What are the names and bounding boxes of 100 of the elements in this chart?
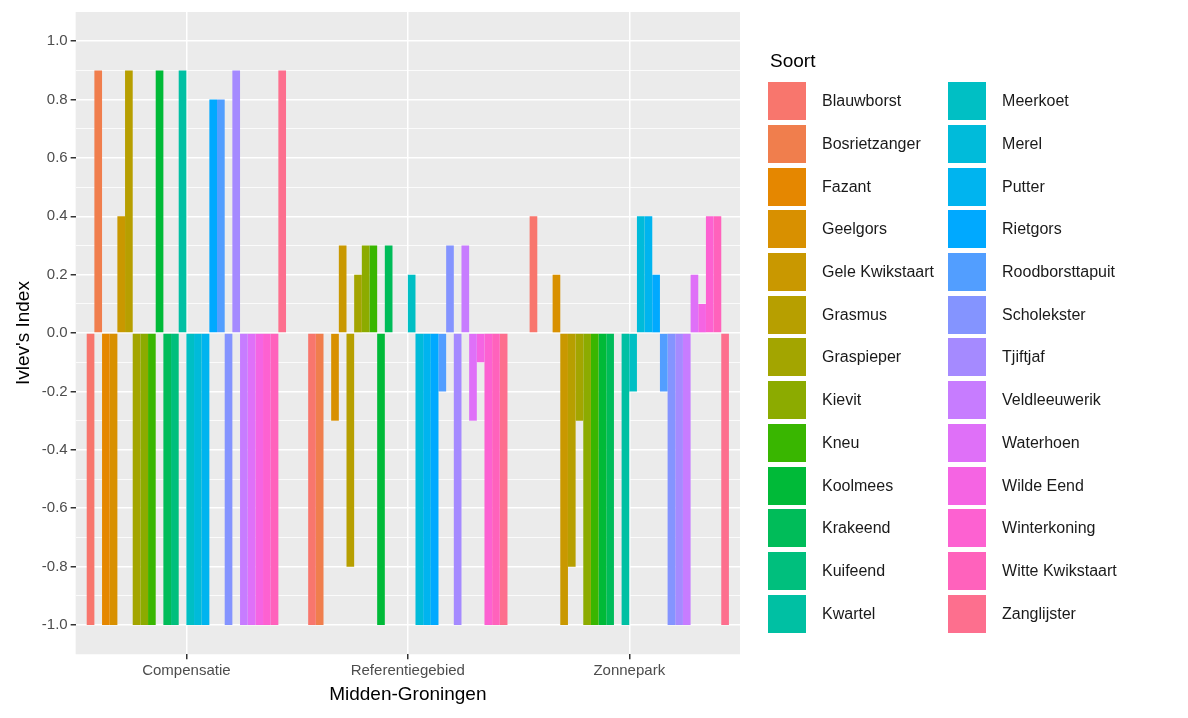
bar xyxy=(567,333,576,567)
bar xyxy=(590,333,599,626)
bar xyxy=(354,274,362,333)
bar xyxy=(384,245,393,333)
bar xyxy=(484,333,493,626)
legend-label: Fazant xyxy=(822,177,871,196)
legend-label: Meerkoet xyxy=(1002,92,1069,111)
legend-label: Kievit xyxy=(822,391,862,410)
legend-label: Scholekster xyxy=(1002,305,1086,324)
bar xyxy=(125,70,133,333)
bar xyxy=(499,333,508,626)
legend-label: Kwartel xyxy=(822,604,876,623)
legend-label: Zanglijster xyxy=(1002,604,1076,623)
bar xyxy=(209,99,218,333)
legend-label: Roodborsttapuit xyxy=(1002,263,1116,282)
bar xyxy=(240,333,248,626)
y-tick-label: -0.6 xyxy=(41,498,68,516)
bar xyxy=(132,333,141,626)
legend-label: Witte Kwikstaart xyxy=(1002,561,1117,580)
bar xyxy=(644,216,653,333)
x-tick-label: Zonnepark xyxy=(593,661,666,679)
bar xyxy=(606,333,614,626)
y-tick-label: -0.4 xyxy=(41,440,68,457)
bar xyxy=(308,333,316,626)
legend-label: Grasmus xyxy=(822,305,887,324)
y-tick-label: 0.6 xyxy=(46,148,68,166)
legend-label: Kneu xyxy=(822,433,860,452)
legend-label: Tjiftjaf xyxy=(1002,348,1045,367)
bar xyxy=(315,333,324,626)
legend-label: Winterkoning xyxy=(1002,519,1096,538)
y-tick-label: 0.2 xyxy=(46,264,68,282)
bar xyxy=(148,333,156,626)
bar xyxy=(675,333,683,626)
bar xyxy=(369,245,378,333)
bar xyxy=(232,70,241,333)
bar xyxy=(629,333,637,392)
bar xyxy=(86,333,95,626)
legend-label: Bosrietzanger xyxy=(822,135,921,154)
bar xyxy=(492,333,500,626)
legend-label: Blauwborst xyxy=(822,92,902,111)
bar xyxy=(560,333,568,626)
bar xyxy=(453,333,462,626)
bar xyxy=(667,333,676,626)
bar xyxy=(698,303,706,333)
bar xyxy=(575,333,584,421)
bar xyxy=(217,99,225,333)
bar xyxy=(415,333,424,626)
legend-label: Rietgors xyxy=(1002,220,1062,239)
bar xyxy=(186,333,195,626)
bar xyxy=(423,333,431,626)
bar xyxy=(583,333,591,626)
bar xyxy=(94,70,103,333)
x-tick-label: Referentiegebied xyxy=(350,661,465,679)
bar xyxy=(361,245,370,333)
bar xyxy=(263,333,271,626)
bar xyxy=(407,274,416,333)
legend-label: Merel xyxy=(1002,135,1043,154)
bar xyxy=(446,245,454,333)
bar xyxy=(247,333,256,626)
y-tick-label: 0.4 xyxy=(46,206,68,224)
bar xyxy=(155,70,164,333)
bar xyxy=(598,333,607,626)
bar xyxy=(529,216,538,333)
bar xyxy=(163,333,172,626)
bar xyxy=(346,333,355,567)
bar xyxy=(636,216,645,333)
bar xyxy=(621,333,630,626)
legend-title: Soort xyxy=(770,50,817,72)
bar xyxy=(224,333,233,626)
bar xyxy=(690,274,699,333)
bar xyxy=(461,245,470,333)
legend-label: Krakeend xyxy=(822,519,891,538)
bar xyxy=(652,274,660,333)
bar xyxy=(171,333,179,626)
legend-label: Graspieper xyxy=(822,348,902,367)
x-axis-title: Midden-Groningen xyxy=(329,682,487,704)
bar xyxy=(270,333,279,626)
bar xyxy=(338,245,347,333)
bar xyxy=(201,333,210,626)
bar xyxy=(331,333,339,421)
bar xyxy=(117,216,126,333)
bar xyxy=(469,333,477,421)
bar xyxy=(140,333,149,626)
bar xyxy=(102,333,110,626)
y-tick-label: 1.0 xyxy=(46,31,68,49)
bar xyxy=(255,333,264,626)
x-tick-label: Compensatie xyxy=(142,661,231,679)
bar xyxy=(721,333,729,626)
bar xyxy=(377,333,385,626)
y-tick-label: -1.0 xyxy=(41,615,68,633)
bar xyxy=(430,333,439,626)
legend-label: Geelgors xyxy=(822,220,887,239)
bar xyxy=(682,333,691,626)
y-axis-title: Ivlev's Index xyxy=(11,280,33,386)
bar xyxy=(438,333,447,392)
legend-label: Wilde Eend xyxy=(1002,476,1084,495)
legend-label: Koolmees xyxy=(822,476,894,495)
y-tick-label: 0.0 xyxy=(46,323,68,341)
bar xyxy=(178,70,187,333)
y-tick-label: 0.8 xyxy=(46,89,68,107)
